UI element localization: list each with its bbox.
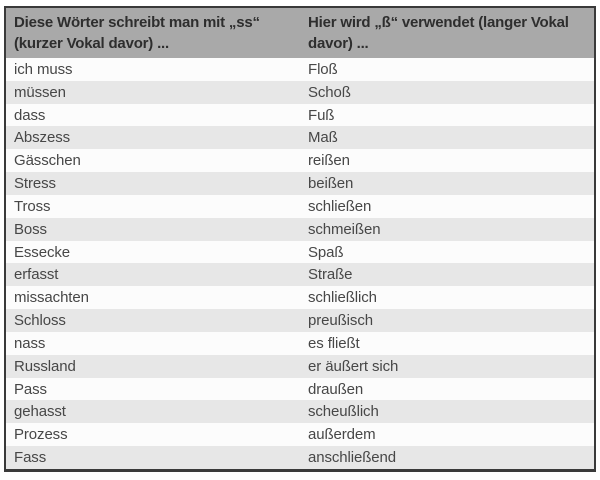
cell-ss-word: nass [14, 335, 46, 351]
cell-ss-word: Gässchen [14, 153, 81, 169]
cell-sz-word: schmeißen [308, 221, 381, 237]
cell-ss-word: Pass [14, 381, 47, 397]
table-header-row: Diese Wörter schreibt man mit „ss“ (kurz… [6, 8, 594, 58]
header-ss-column: Diese Wörter schreibt man mit „ss“ (kurz… [14, 14, 260, 52]
cell-sz-word: Schoß [308, 84, 351, 100]
cell-ss-word: Tross [14, 198, 51, 214]
cell-sz-word: Fuß [308, 107, 335, 123]
cell-sz-word: er äußert sich [308, 358, 399, 374]
cell-sz-word: anschließend [308, 449, 397, 465]
table-row: Prozess außerdem [6, 423, 594, 447]
cell-sz-word: Maß [308, 130, 338, 146]
table-row: Schloss preußisch [6, 309, 594, 332]
cell-ss-word: Prozess [14, 427, 68, 443]
table-row: Stress beißen [6, 172, 594, 195]
table-row: müssen Schoß [6, 80, 594, 104]
cell-sz-word: reißen [308, 153, 350, 169]
cell-ss-word: missachten [14, 290, 89, 306]
cell-sz-word: es fließt [308, 335, 360, 351]
cell-ss-word: Schloss [14, 313, 66, 329]
table-row: Tross schließen [6, 194, 594, 218]
cell-ss-word: gehasst [14, 404, 66, 420]
cell-ss-word: Abszess [14, 130, 70, 146]
cell-ss-word: erfasst [14, 267, 59, 283]
table-row: Gässchen reißen [6, 149, 594, 173]
cell-sz-word: schließlich [308, 290, 377, 306]
table-row: ich muss Floß [6, 58, 594, 81]
cell-sz-word: preußisch [308, 313, 373, 329]
table-row: Essecke Spaß [6, 240, 594, 264]
table-row: gehasst scheußlich [6, 400, 594, 424]
table-body: ich muss Floß müssen Schoß dass Fuß Abszess Maß… [6, 58, 594, 469]
cell-ss-word: dass [14, 107, 46, 123]
header-sz-column: Hier wird „ß“ verwendet (langer Vokal da… [308, 14, 569, 52]
table-row: Abszess Maß [6, 126, 594, 150]
cell-sz-word: Floß [308, 61, 338, 77]
table-row: dass Fuß [6, 103, 594, 127]
cell-ss-word: Russland [14, 358, 76, 374]
cell-sz-word: beißen [308, 176, 354, 192]
cell-sz-word: außerdem [308, 427, 376, 443]
table-row: Boss schmeißen [6, 217, 594, 241]
cell-ss-word: Fass [14, 449, 47, 465]
table-row: Russland er äußert sich [6, 354, 594, 378]
cell-sz-word: scheußlich [308, 404, 379, 420]
table-row: missachten schließlich [6, 286, 594, 310]
cell-ss-word: ich muss [14, 61, 73, 77]
cell-ss-word: Boss [14, 221, 47, 237]
cell-sz-word: Spaß [308, 244, 344, 260]
ss-vs-sz-table: Diese Wörter schreibt man mit „ss“ (kurz… [4, 6, 596, 472]
table-row: erfasst Straße [6, 263, 594, 287]
table-row: Fass anschließend [6, 446, 594, 469]
cell-sz-word: schließen [308, 198, 372, 214]
cell-ss-word: müssen [14, 84, 66, 100]
cell-ss-word: Essecke [14, 244, 70, 260]
cell-sz-word: draußen [308, 381, 364, 397]
table-row: Pass draußen [6, 377, 594, 401]
table-row: nass es fließt [6, 331, 594, 355]
cell-sz-word: Straße [308, 267, 353, 283]
cell-ss-word: Stress [14, 176, 56, 192]
